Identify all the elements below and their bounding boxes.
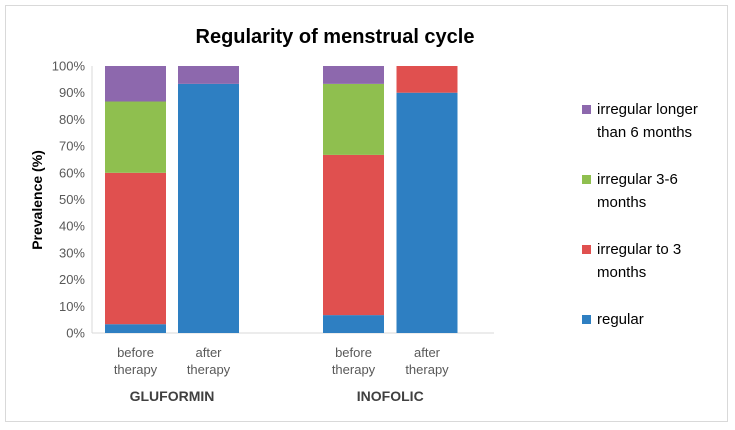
y-tick-label: 60% — [59, 165, 85, 180]
category-label: before — [117, 345, 154, 360]
category-labels: before therapy after therapy before therapy af… — [114, 345, 449, 377]
y-tick-label: 50% — [59, 192, 85, 207]
legend-label: than 6 months — [597, 124, 692, 141]
category-label: after — [195, 345, 222, 360]
category-label: after — [414, 345, 441, 360]
group-labels: GLUFORMIN INOFOLIC — [130, 388, 424, 404]
y-tick-label: 70% — [59, 139, 85, 154]
y-tick-label: 100% — [52, 59, 86, 74]
legend-label: months — [597, 264, 646, 281]
legend-label: irregular longer — [597, 101, 698, 118]
bar-segment — [178, 66, 239, 84]
legend-swatch — [582, 105, 591, 114]
legend-label: irregular 3-6 — [597, 171, 678, 188]
category-label: before — [335, 345, 372, 360]
y-tick-label: 10% — [59, 299, 85, 314]
y-tick-label: 40% — [59, 219, 85, 234]
bars — [105, 66, 458, 333]
category-label: therapy — [332, 362, 376, 377]
legend-label: months — [597, 194, 646, 211]
group-label: GLUFORMIN — [130, 388, 215, 404]
y-tick-label: 20% — [59, 272, 85, 287]
bar-segment — [178, 83, 239, 333]
bar-segment — [323, 66, 384, 84]
y-tick-label: 80% — [59, 112, 85, 127]
legend-swatch — [582, 245, 591, 254]
legend-swatch — [582, 175, 591, 184]
bar-segment — [323, 83, 384, 155]
bar-segment — [396, 66, 458, 93]
bar-segment — [105, 66, 166, 102]
y-axis-label: Prevalence (%) — [29, 150, 45, 250]
category-label: therapy — [405, 362, 449, 377]
bar-segment — [323, 315, 384, 333]
bar-segment — [396, 92, 458, 333]
y-tick-label: 90% — [59, 85, 85, 100]
y-tick-label: 30% — [59, 245, 85, 260]
legend-label: regular — [597, 311, 644, 328]
bar-segment — [323, 154, 384, 316]
y-tick-label: 0% — [66, 326, 85, 341]
legend-label: irregular to 3 — [597, 241, 681, 258]
group-label: INOFOLIC — [357, 388, 424, 404]
legend-swatch — [582, 315, 591, 324]
y-tick-labels: 0% 10% 20% 30% 40% 50% 60% 70% 80% 90% 100% — [52, 59, 86, 341]
chart-frame — [5, 5, 728, 422]
legend: regular irregular to 3 months irregular 3-6… — [582, 101, 698, 328]
bar-segment — [105, 172, 166, 325]
category-label: therapy — [114, 362, 158, 377]
chart-title: Regularity of menstrual cycle — [196, 26, 475, 48]
bar-segment — [105, 324, 166, 333]
bar-segment — [105, 101, 166, 173]
category-label: therapy — [187, 362, 231, 377]
